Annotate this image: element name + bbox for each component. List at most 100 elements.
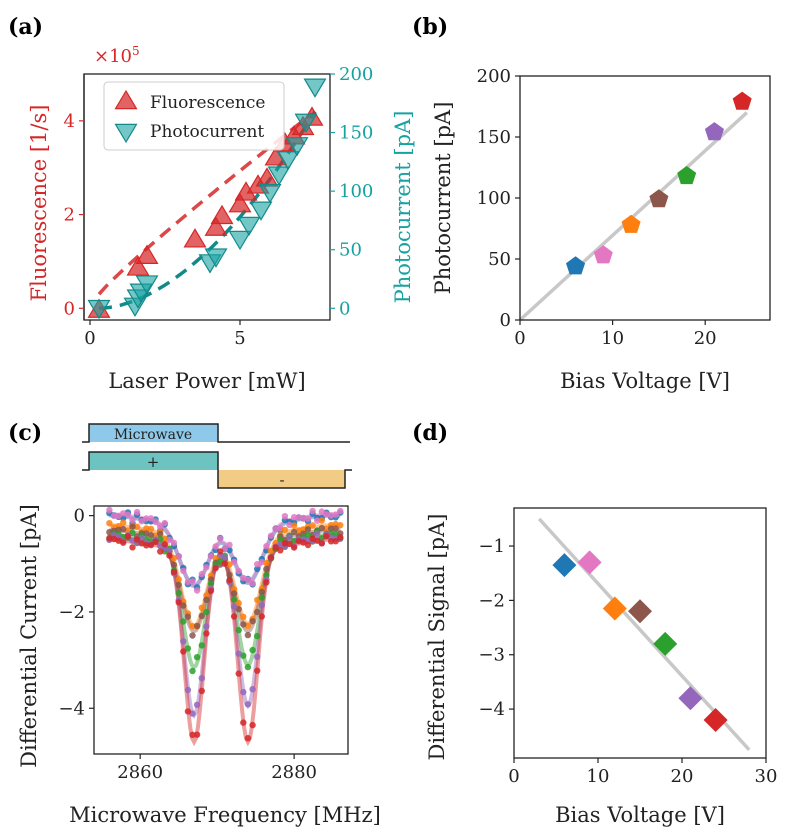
data-point-b xyxy=(732,91,752,110)
data-point-purple xyxy=(244,701,252,708)
data-point-pink xyxy=(281,513,289,520)
legend-photocurrent-marker xyxy=(114,123,138,144)
data-point-b xyxy=(704,122,724,141)
photocurrent-point xyxy=(249,201,273,221)
data-point-red xyxy=(323,533,330,540)
x-tick-label-b: 20 xyxy=(694,328,717,349)
panel-label-a: (a) xyxy=(8,14,43,40)
data-point-red xyxy=(267,554,275,561)
data-point-green xyxy=(180,618,187,625)
fluorescence-point xyxy=(126,256,150,276)
data-point-brown xyxy=(189,632,196,639)
data-point-red xyxy=(272,544,279,551)
y-axis-label-left-a: Fluorescence [1/s] xyxy=(27,105,51,302)
data-point-purple xyxy=(221,554,228,561)
data-point-pink xyxy=(170,539,178,547)
data-point-pink xyxy=(272,525,279,533)
data-point-red xyxy=(235,670,242,677)
data-point-brown xyxy=(184,613,192,620)
y-axis-label-d: Differential Signal [pA] xyxy=(425,514,449,761)
legend-photocurrent-label: Photocurrent xyxy=(150,122,264,142)
x-axis-label-b: Bias Voltage [V] xyxy=(560,369,730,393)
data-point-red xyxy=(152,538,159,545)
data-point-red xyxy=(143,542,150,549)
data-point-orange xyxy=(235,599,242,607)
y-tick-label-b: 100 xyxy=(477,188,511,209)
y-tick-label-d: −4 xyxy=(478,699,505,720)
data-point-orange xyxy=(240,613,247,620)
photocurrent-point xyxy=(285,137,309,157)
data-point-brown xyxy=(332,525,339,532)
data-point-red xyxy=(198,687,205,695)
y-axis-label-right-a: Photocurrent [pA] xyxy=(391,111,415,304)
data-point-brown xyxy=(175,581,182,589)
data-point-purple xyxy=(193,701,201,708)
data-point-green xyxy=(203,608,210,616)
data-point-red xyxy=(332,538,339,545)
data-point-brown xyxy=(249,618,256,625)
data-point-pink xyxy=(267,532,275,539)
bias-pulse-line xyxy=(82,451,352,489)
data-point-green xyxy=(189,667,196,675)
data-point-red xyxy=(129,544,136,551)
data-point-d xyxy=(678,686,703,711)
data-point-d xyxy=(628,599,652,624)
data-point-red xyxy=(161,541,168,548)
data-point-pink xyxy=(235,567,242,575)
photocurrent-point xyxy=(276,151,300,171)
y-tick-label-b: 150 xyxy=(477,127,511,148)
panel-label-c: (c) xyxy=(8,420,42,446)
y-tick-label-d: −3 xyxy=(478,645,505,666)
data-point-brown xyxy=(180,602,187,609)
data-point-pink xyxy=(184,578,192,586)
data-point-b xyxy=(649,189,669,208)
data-point-purple xyxy=(258,601,265,609)
data-point-red xyxy=(120,539,127,546)
data-point-blue xyxy=(254,565,261,573)
data-point-red xyxy=(281,540,289,547)
data-point-red xyxy=(226,576,233,584)
x-axis-label-a: Laser Power [mW] xyxy=(108,369,305,393)
data-point-b xyxy=(621,214,641,233)
data-point-b xyxy=(593,245,613,264)
y-tick-label-c: −4 xyxy=(58,698,85,719)
data-point-brown xyxy=(254,608,261,616)
data-point-orange xyxy=(133,523,141,530)
data-point-orange xyxy=(309,522,316,529)
data-point-d xyxy=(602,596,627,621)
data-point-red xyxy=(207,587,215,595)
data-point-orange xyxy=(281,526,289,533)
data-point-green xyxy=(258,594,265,601)
data-point-brown xyxy=(244,631,252,639)
data-point-red xyxy=(277,547,284,554)
data-point-pink xyxy=(161,519,168,527)
data-point-green xyxy=(244,663,252,671)
data-point-brown xyxy=(198,612,205,620)
data-point-purple xyxy=(240,688,247,696)
x-tick-label-d: 0 xyxy=(508,766,519,787)
data-point-green xyxy=(193,654,201,661)
data-point-orange xyxy=(189,623,196,630)
data-point-d xyxy=(703,707,728,732)
y-tick-right-label-a: 200 xyxy=(339,64,373,85)
data-point-green xyxy=(277,536,284,543)
data-point-green xyxy=(175,589,182,597)
fit-curve-red xyxy=(109,537,341,747)
photocurrent-point xyxy=(87,299,111,320)
data-point-b xyxy=(566,256,586,275)
x-tick-label-d: 20 xyxy=(671,766,694,787)
data-point-pink xyxy=(318,508,325,515)
microwave-pulse-label: Microwave xyxy=(114,427,192,443)
data-point-brown xyxy=(157,530,164,538)
plus-bias-label: + xyxy=(147,453,160,471)
data-point-pink xyxy=(212,543,219,550)
data-point-orange xyxy=(318,517,325,524)
data-point-green xyxy=(184,645,192,652)
data-point-red xyxy=(170,568,178,576)
data-point-purple xyxy=(166,547,173,554)
data-point-red xyxy=(249,721,256,729)
y-tick-label-b: 0 xyxy=(500,310,511,331)
y-tick-label-b: 200 xyxy=(477,66,511,87)
microwave-pulse xyxy=(89,424,218,442)
